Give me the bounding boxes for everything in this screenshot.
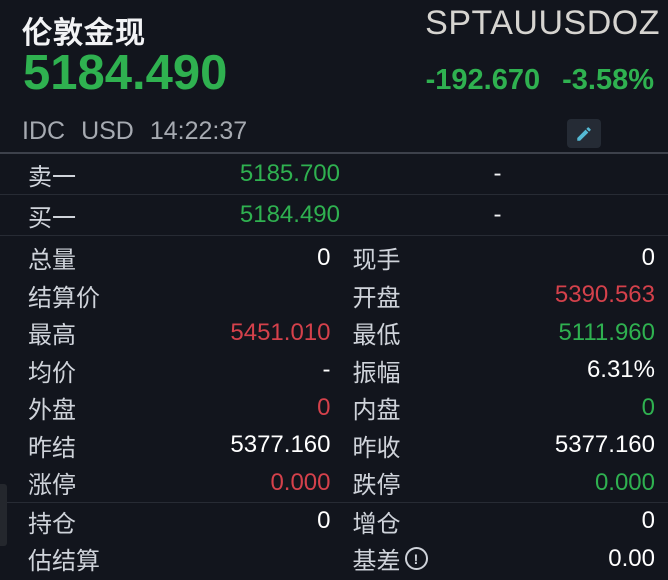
stat-cell-low: 最低 5111.960 bbox=[353, 315, 656, 350]
stat-label: 结算价 bbox=[28, 284, 100, 312]
quote-row-volume: - bbox=[493, 201, 502, 228]
quote-header: 伦敦金现 SPTAUUSDOZ 5184.490 -192.670 -3.58%… bbox=[0, 0, 668, 152]
stats-table: 总量 0 现手 0 结算价 开盘 5390.563 最高 5451.010 最低 5111.960 均… bbox=[0, 236, 668, 578]
stat-value: 0.000 bbox=[594, 468, 655, 496]
stat-cell-est-settlement: 估结算 bbox=[28, 541, 331, 576]
stat-cell-high: 最高 5451.010 bbox=[28, 315, 331, 350]
stat-label: 估结算 bbox=[28, 548, 100, 576]
stat-value: 5111.960 bbox=[558, 318, 655, 346]
last-price: 5184.490 bbox=[23, 46, 228, 100]
stat-value: 5451.010 bbox=[230, 318, 331, 346]
stat-value: 0 bbox=[317, 243, 331, 271]
stat-cell-prev-close: 昨收 5377.160 bbox=[353, 428, 656, 463]
stat-label: 内盘 bbox=[352, 397, 401, 425]
stat-label: 基差! bbox=[353, 541, 428, 576]
stat-label: 持仓 bbox=[28, 510, 76, 538]
stats-row: 外盘 0 内盘 0 bbox=[0, 389, 668, 427]
stat-label: 昨结 bbox=[28, 434, 76, 462]
stat-label: 最低 bbox=[352, 322, 401, 350]
stat-cell-settlement-price: 结算价 bbox=[28, 278, 331, 313]
pencil-icon bbox=[575, 125, 593, 143]
stat-value: 6.31% bbox=[586, 356, 655, 384]
stat-cell-limit-up: 涨停 0.000 bbox=[28, 465, 331, 500]
stat-label: 总量 bbox=[28, 247, 76, 275]
stat-value: 0 bbox=[641, 243, 655, 271]
price-change-group: -192.670 -3.58% bbox=[426, 64, 654, 97]
stat-label: 开盘 bbox=[352, 284, 401, 312]
stat-label: 跌停 bbox=[352, 472, 401, 500]
stats-row: 总量 0 现手 0 bbox=[0, 239, 668, 277]
stat-cell-position-increase: 增仓 0 bbox=[353, 504, 656, 539]
info-exclamation-icon[interactable]: ! bbox=[404, 547, 428, 571]
stat-value: 0 bbox=[641, 507, 655, 535]
quote-row-sell-1: 卖一 5185.700 - bbox=[0, 154, 668, 195]
stat-cell-outer-volume: 外盘 0 bbox=[28, 390, 331, 425]
quote-row-price: 5184.490 bbox=[239, 201, 340, 228]
stat-label: 涨停 bbox=[28, 472, 76, 500]
stat-label: 现手 bbox=[352, 247, 401, 275]
stat-cell-current-hand: 现手 0 bbox=[353, 240, 656, 275]
stat-value: 5377.160 bbox=[554, 431, 655, 459]
quote-row-price: 5185.700 bbox=[239, 160, 340, 187]
stat-label: 最高 bbox=[28, 322, 76, 350]
currency-code: USD bbox=[81, 117, 134, 145]
stats-row: 结算价 开盘 5390.563 bbox=[0, 277, 668, 315]
instrument-name: 伦敦金现 bbox=[22, 17, 146, 50]
stat-value: 5390.563 bbox=[554, 281, 655, 309]
price-change: -192.670 bbox=[425, 64, 541, 96]
stat-cell-amplitude: 振幅 6.31% bbox=[353, 353, 656, 388]
stat-value: - bbox=[322, 356, 331, 384]
stat-cell-limit-down: 跌停 0.000 bbox=[353, 465, 656, 500]
stats-row: 估结算 基差! 0.00 bbox=[0, 540, 668, 578]
quote-meta: IDC USD 14:22:37 bbox=[22, 117, 247, 146]
left-edge-artifact bbox=[0, 484, 7, 546]
stat-value: 0.000 bbox=[270, 468, 331, 496]
bid-ask-table: 卖一 5185.700 - 买一 5184.490 - bbox=[0, 152, 668, 236]
stats-row: 最高 5451.010 最低 5111.960 bbox=[0, 314, 668, 352]
quote-time: 14:22:37 bbox=[149, 117, 248, 145]
exchange-code: IDC bbox=[22, 117, 66, 145]
edit-button[interactable] bbox=[567, 119, 601, 148]
stat-label: 振幅 bbox=[352, 359, 401, 387]
quote-row-volume: - bbox=[493, 160, 502, 187]
stat-label: 均价 bbox=[28, 359, 76, 387]
quote-row-label: 买一 bbox=[28, 204, 76, 232]
stat-cell-open-interest: 持仓 0 bbox=[28, 504, 331, 539]
instrument-symbol: SPTAUUSDOZ bbox=[425, 4, 660, 42]
stats-row: 涨停 0.000 跌停 0.000 bbox=[0, 464, 668, 503]
stat-value: 0 bbox=[317, 507, 331, 535]
stats-row: 均价 - 振幅 6.31% bbox=[0, 352, 668, 390]
stats-row: 昨结 5377.160 昨收 5377.160 bbox=[0, 427, 668, 465]
stat-cell-total-volume: 总量 0 bbox=[28, 240, 331, 275]
quote-row-label: 卖一 bbox=[28, 163, 76, 191]
stat-label: 外盘 bbox=[28, 397, 76, 425]
stat-label: 增仓 bbox=[352, 510, 401, 538]
stat-cell-inner-volume: 内盘 0 bbox=[353, 390, 656, 425]
stat-value: 0.00 bbox=[608, 544, 655, 572]
stat-cell-open: 开盘 5390.563 bbox=[353, 278, 656, 313]
stats-row: 持仓 0 增仓 0 bbox=[0, 503, 668, 541]
stat-label: 昨收 bbox=[352, 434, 401, 462]
stat-value: 5377.160 bbox=[230, 431, 331, 459]
stat-cell-avg-price: 均价 - bbox=[28, 353, 331, 388]
price-change-percent: -3.58% bbox=[562, 64, 654, 96]
stat-cell-prev-settlement: 昨结 5377.160 bbox=[28, 428, 331, 463]
stat-value: 0 bbox=[317, 393, 331, 421]
stat-cell-basis: 基差! 0.00 bbox=[353, 541, 656, 576]
stat-value: 0 bbox=[641, 393, 655, 421]
quote-row-buy-1: 买一 5184.490 - bbox=[0, 195, 668, 236]
